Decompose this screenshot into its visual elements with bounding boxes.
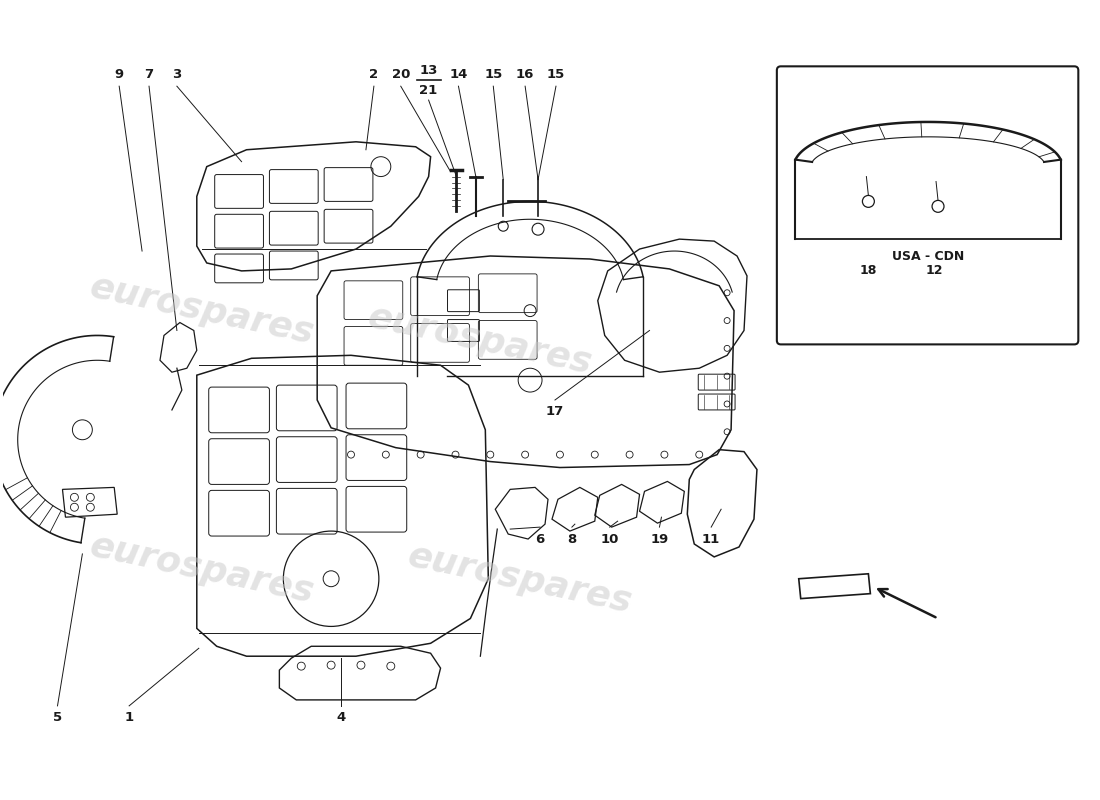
Text: 10: 10 [601, 533, 619, 546]
Text: 19: 19 [650, 533, 669, 546]
Text: 20: 20 [392, 68, 410, 81]
Text: eurospares: eurospares [87, 529, 317, 610]
Text: 1: 1 [124, 711, 134, 724]
Text: 15: 15 [547, 68, 565, 81]
Text: eurospares: eurospares [365, 300, 596, 381]
Text: 12: 12 [925, 265, 943, 278]
Text: eurospares: eurospares [87, 270, 317, 351]
Text: 13: 13 [419, 64, 438, 77]
FancyBboxPatch shape [777, 66, 1078, 344]
Text: 15: 15 [484, 68, 503, 81]
Text: eurospares: eurospares [405, 538, 636, 619]
Text: USA - CDN: USA - CDN [892, 250, 965, 262]
Text: 2: 2 [370, 68, 378, 81]
Text: 16: 16 [516, 68, 535, 81]
Text: 9: 9 [114, 68, 123, 81]
Text: 21: 21 [419, 84, 438, 97]
Text: 6: 6 [536, 533, 544, 546]
Text: 5: 5 [53, 711, 62, 724]
Text: 7: 7 [144, 68, 154, 81]
Text: 11: 11 [702, 533, 721, 546]
Text: 17: 17 [546, 406, 564, 418]
Text: 18: 18 [860, 265, 877, 278]
Text: 14: 14 [449, 68, 468, 81]
Text: 8: 8 [568, 533, 576, 546]
Text: 3: 3 [173, 68, 182, 81]
Text: 4: 4 [337, 711, 345, 724]
